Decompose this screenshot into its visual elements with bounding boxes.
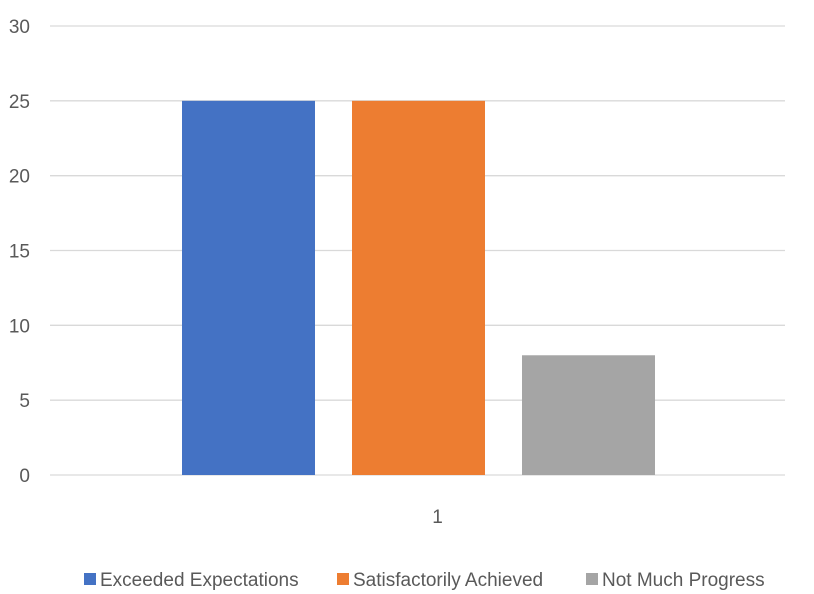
y-tick-label: 5	[19, 391, 30, 412]
x-tick-label: 1	[432, 507, 443, 528]
legend-swatch	[84, 573, 96, 585]
y-tick-label: 0	[19, 466, 30, 487]
y-tick-label: 30	[9, 17, 30, 38]
legend-item: Not Much Progress	[586, 570, 765, 591]
y-tick-label: 20	[9, 167, 30, 188]
y-tick-label: 15	[9, 242, 30, 263]
bar-satisfactorily-achieved	[352, 100, 485, 475]
legend-item: Exceeded Expectations	[84, 570, 299, 591]
legend-label: Exceeded Expectations	[100, 570, 299, 591]
legend-item: Satisfactorily Achieved	[337, 570, 543, 591]
y-tick-label: 10	[9, 316, 30, 337]
legend-swatch	[586, 573, 598, 585]
legend-label: Not Much Progress	[602, 570, 765, 591]
bars	[182, 100, 655, 475]
y-tick-label: 25	[9, 92, 30, 113]
legend-label: Satisfactorily Achieved	[353, 570, 543, 591]
x-axis-tick-labels: 1	[432, 507, 443, 528]
y-axis-tick-labels: 0 5 10 15 20 25 30	[9, 17, 30, 487]
bar-exceeded-expectations	[182, 100, 315, 475]
legend-swatch	[337, 573, 349, 585]
legend: Exceeded Expectations Satisfactorily Achi…	[84, 570, 765, 591]
bar-not-much-progress	[522, 355, 655, 475]
